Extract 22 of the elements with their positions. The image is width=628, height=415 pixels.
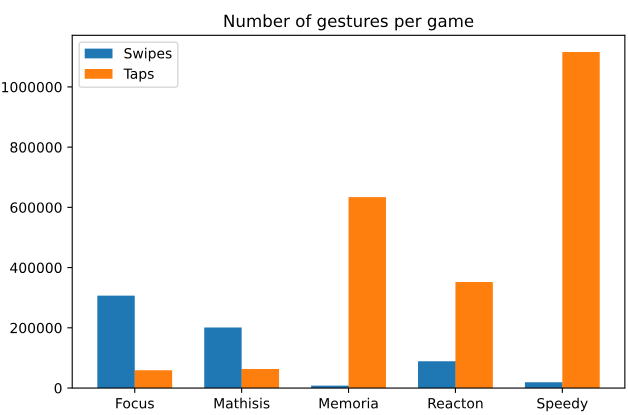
- bar: [348, 197, 386, 388]
- chart-title: Number of gestures per game: [224, 14, 474, 30]
- bar: [455, 282, 493, 388]
- bar: [562, 52, 600, 388]
- bar: [242, 369, 280, 388]
- x-tick-label: Memoria: [320, 398, 378, 408]
- bar: [418, 361, 456, 388]
- y-tick-label: 1000000: [2, 82, 62, 92]
- legend-label: Taps: [124, 68, 154, 82]
- bar: [97, 296, 135, 388]
- bar: [134, 370, 172, 388]
- legend-label: Swipes: [124, 48, 172, 62]
- x-tick-label: Focus: [116, 398, 154, 408]
- y-tick-label: 200000: [10, 322, 62, 334]
- y-tick-label: 800000: [10, 142, 62, 153]
- y-tick-label: 400000: [10, 262, 62, 274]
- x-tick-label: Mathisis: [214, 398, 270, 408]
- bar: [204, 328, 242, 388]
- x-tick-label: Reacton: [428, 398, 482, 408]
- y-tick-label: 0: [54, 382, 62, 394]
- y-tick-label: 600000: [10, 202, 62, 213]
- x-tick-label: Speedy: [537, 398, 588, 412]
